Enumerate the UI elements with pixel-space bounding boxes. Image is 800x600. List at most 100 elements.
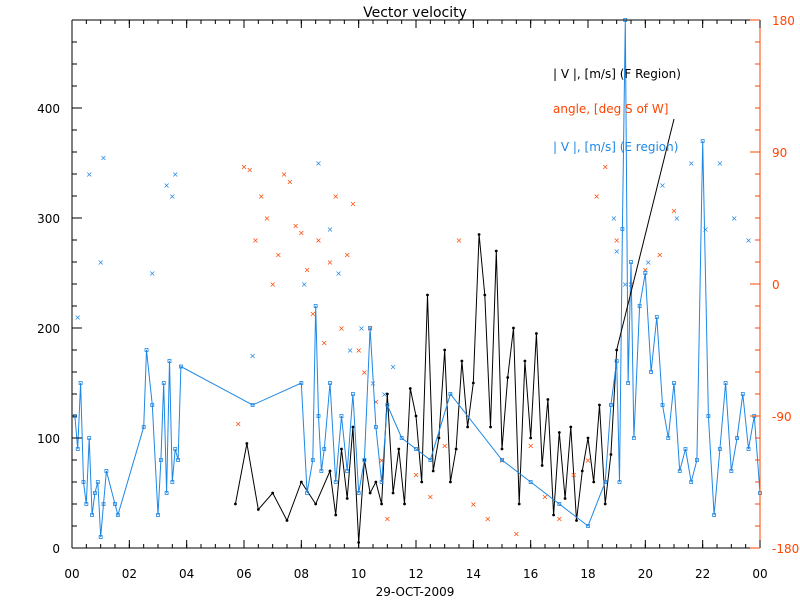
x-axis-label: 29-OCT-2009 (376, 585, 455, 599)
data-point: × (315, 159, 322, 168)
data-point (420, 480, 424, 484)
data-point (512, 326, 515, 330)
data-point (314, 502, 318, 506)
y-left-tick-label: 400 (37, 102, 60, 116)
data-point (250, 403, 255, 407)
data-point: × (252, 236, 259, 245)
series-line-f-region (234, 234, 618, 543)
data-point (449, 480, 452, 484)
data-point (113, 502, 117, 506)
data-point (316, 414, 321, 418)
data-point (729, 469, 734, 473)
data-point: × (361, 368, 368, 377)
data-point (706, 414, 711, 418)
data-point (552, 513, 555, 517)
data-point: × (610, 214, 617, 223)
data-point (115, 513, 120, 517)
data-point (333, 480, 338, 484)
x-tick-label: 16 (523, 567, 538, 581)
data-point: × (702, 225, 709, 234)
data-point: × (413, 471, 420, 480)
data-point: × (287, 177, 294, 186)
data-point (78, 381, 83, 385)
data-point: × (281, 170, 288, 179)
x-tick-label: 18 (580, 567, 595, 581)
y-left-tick-label: 300 (37, 212, 60, 226)
data-point (575, 519, 578, 522)
data-point: × (642, 265, 649, 274)
data-point (695, 458, 699, 462)
data-point (454, 447, 458, 451)
data-point (615, 348, 619, 352)
data-point: × (527, 441, 534, 450)
data-point (620, 227, 625, 231)
data-point (626, 381, 631, 385)
data-point: × (309, 309, 316, 318)
data-point (167, 359, 172, 363)
data-point (614, 359, 619, 363)
data-point (339, 414, 344, 418)
x-tick-label: 20 (638, 567, 653, 581)
data-point: × (688, 159, 695, 168)
data-point: × (622, 280, 629, 289)
data-point: × (378, 456, 385, 465)
data-point (723, 381, 728, 385)
data-point: × (570, 471, 577, 480)
data-point: × (172, 170, 179, 179)
data-point: × (645, 258, 652, 267)
data-point (328, 381, 332, 385)
data-point: × (241, 163, 248, 172)
series-e-region: ××××××××××××××××××××××××××××× (72, 18, 762, 539)
data-point: × (292, 221, 299, 230)
x-tick-label: 00 (752, 567, 767, 581)
data-point (629, 260, 633, 264)
y-right-tick-label: 180 (772, 14, 795, 28)
data-point: × (373, 397, 380, 406)
data-point (150, 403, 155, 407)
data-point: × (321, 339, 328, 348)
data-point (489, 425, 492, 429)
data-point (735, 436, 739, 440)
data-point: × (347, 346, 354, 355)
x-tick-label: 08 (294, 567, 309, 581)
y-right-tick-label: -180 (772, 542, 799, 556)
data-point (84, 502, 89, 506)
data-point (319, 469, 324, 473)
data-point (328, 469, 332, 473)
data-point (689, 480, 694, 484)
data-point: × (441, 441, 448, 450)
data-point: × (301, 280, 308, 289)
data-point (700, 139, 705, 143)
data-point: × (355, 346, 362, 355)
data-point (173, 447, 178, 451)
data-point (431, 469, 435, 473)
legend-entry-f-region: | V |, [m/s] (F Region) (553, 67, 681, 81)
data-point: × (246, 166, 253, 175)
data-point (299, 381, 304, 385)
data-point (164, 491, 169, 495)
data-point (176, 458, 180, 462)
data-point (81, 480, 86, 484)
data-point (104, 469, 109, 473)
data-point: × (97, 258, 104, 267)
data-point (500, 447, 504, 451)
data-point: × (674, 214, 681, 223)
data-point: × (275, 251, 282, 260)
data-point (603, 502, 607, 506)
data-point (592, 480, 596, 484)
data-point (649, 370, 653, 374)
data-point: × (358, 324, 365, 333)
data-point: × (86, 170, 93, 179)
data-point (683, 447, 688, 451)
data-point (677, 469, 682, 473)
x-tick-label: 02 (122, 567, 137, 581)
data-point (666, 436, 671, 440)
data-point: × (671, 207, 678, 216)
data-point (580, 469, 584, 473)
data-point: × (542, 493, 549, 502)
data-point (334, 513, 338, 517)
data-point (637, 304, 642, 308)
data-point: × (370, 379, 377, 388)
data-point: × (298, 229, 305, 238)
y-right-tick-label: 90 (772, 146, 787, 160)
